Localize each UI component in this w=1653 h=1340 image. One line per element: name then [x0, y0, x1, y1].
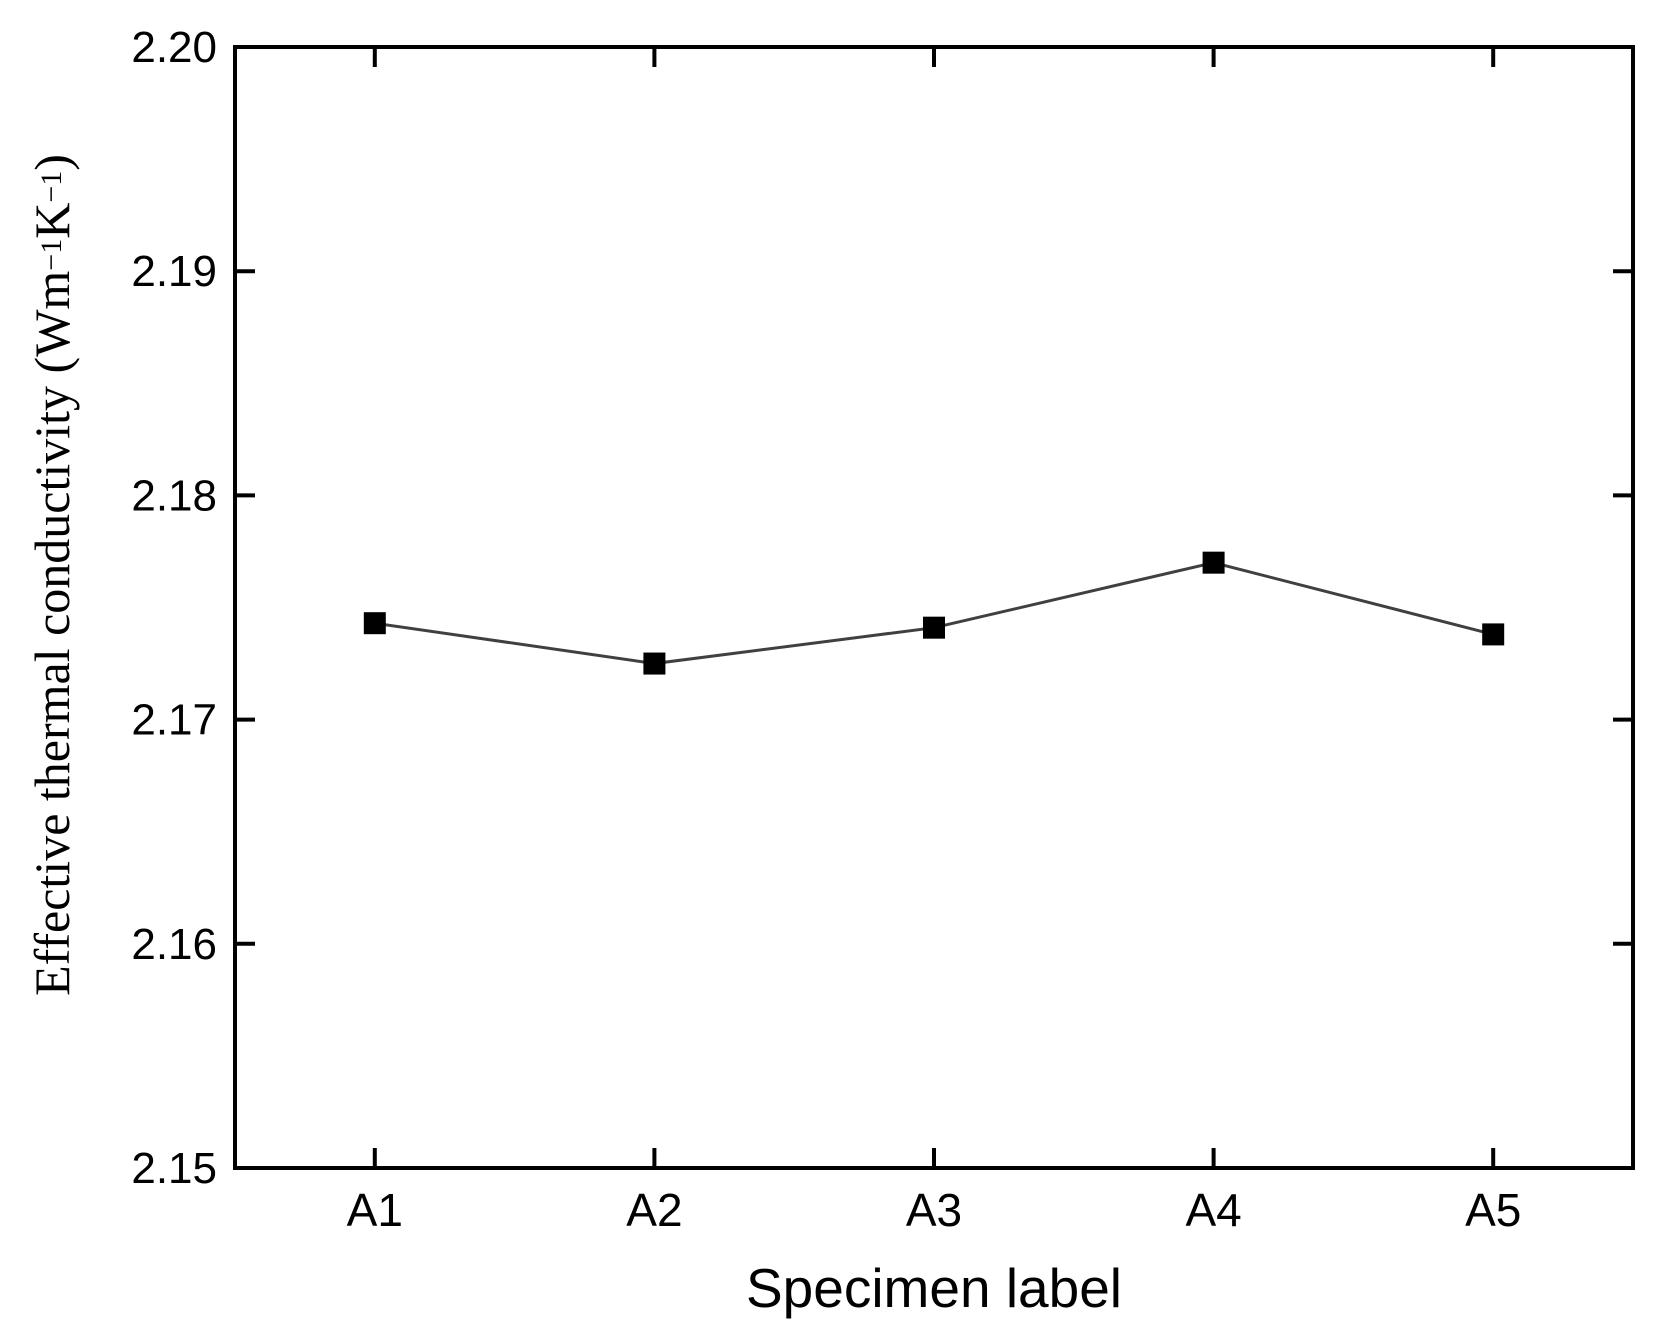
y-tick-label: 2.18 [131, 471, 217, 520]
y-tick-label: 2.16 [131, 920, 217, 969]
data-point-marker [363, 612, 386, 635]
x-tick-label: A3 [906, 1184, 962, 1236]
data-point-marker [1482, 623, 1505, 646]
x-tick-label: A2 [626, 1184, 682, 1236]
data-point-marker [1202, 551, 1225, 574]
data-point-marker [923, 616, 945, 639]
y-axis-title-suffix: ) [24, 154, 80, 171]
x-tick-label: A1 [347, 1184, 403, 1236]
x-axis-title: Specimen label [745, 1257, 1123, 1319]
series-line [374, 561, 1494, 666]
y-axis-title-prefix: Effective thermal conductivity (Wm [24, 270, 80, 996]
y-axis-title: Effective thermal conductivity (Wm −1 K −1) [24, 154, 80, 996]
axis-frame [233, 45, 1635, 1170]
x-tick-label: A5 [1465, 1184, 1521, 1236]
data-point-marker [643, 652, 666, 675]
y-tick-label: 2.15 [131, 1144, 217, 1193]
y-axis-title-mid: K [24, 202, 80, 239]
y-tick-label: 2.17 [131, 696, 217, 745]
y-tick-label: 2.19 [131, 247, 217, 296]
y-tick-label: 2.20 [131, 23, 217, 72]
x-tick-label: A4 [1185, 1184, 1241, 1236]
